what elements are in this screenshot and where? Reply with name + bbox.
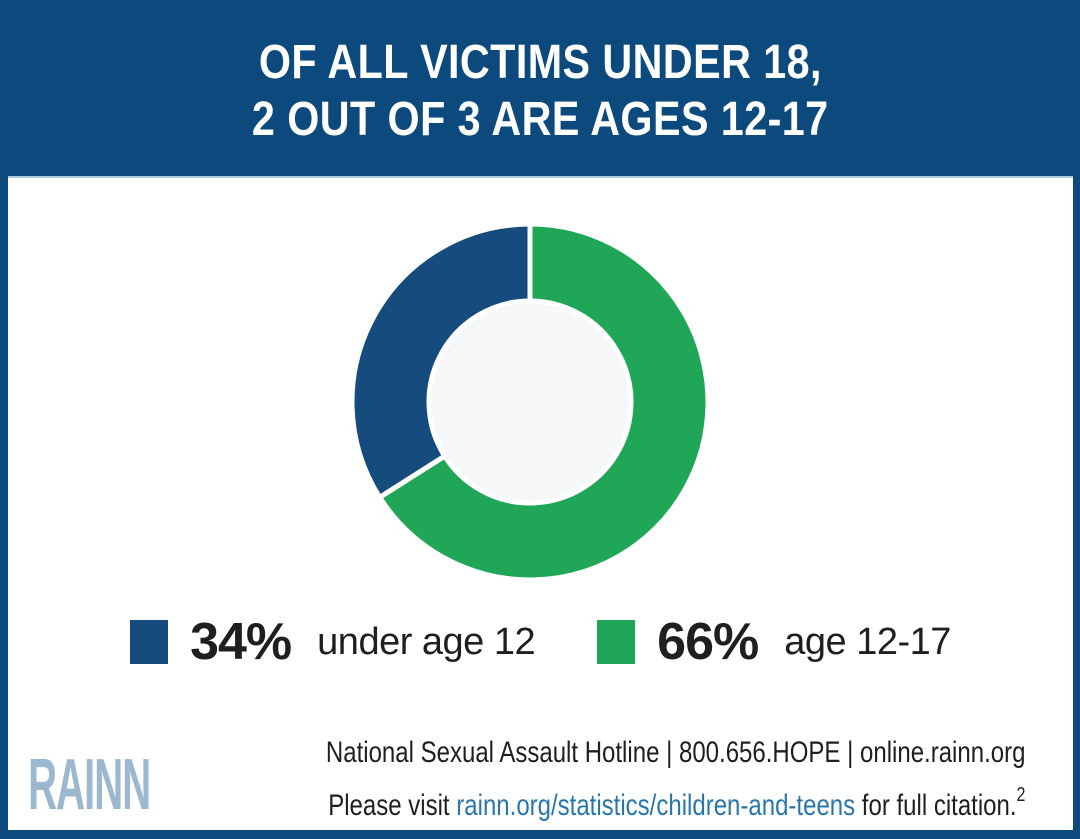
donut-slice-age-12-17: [376, 221, 711, 583]
citation-line: Please visit rainn.org/statistics/childr…: [325, 784, 1025, 823]
citation-footnote-marker: 2: [1016, 784, 1025, 806]
content-card: 34% under age 12 66% age 12-17 RAINN Nat…: [8, 176, 1073, 830]
legend-label-under-age-12: under age 12: [317, 620, 536, 663]
rainn-logo: RAINN: [28, 745, 151, 825]
legend-swatch-under-age-12: [130, 620, 169, 664]
header-banner: OF ALL VICTIMS UNDER 18, 2 OUT OF 3 ARE …: [0, 0, 1080, 176]
legend-label-age-12-17: age 12-17: [784, 620, 951, 663]
page-title-line-2: 2 OUT OF 3 ARE AGES 12-17: [251, 93, 829, 146]
citation-prefix: Please visit: [327, 789, 456, 822]
page-title-line-1: OF ALL VICTIMS UNDER 18,: [258, 36, 822, 89]
citation-suffix: for full citation.: [854, 789, 1017, 822]
legend-item-age-12-17: 66% age 12-17: [597, 612, 951, 672]
legend-swatch-age-12-17: [597, 620, 636, 664]
chart-legend: 34% under age 12 66% age 12-17: [8, 612, 1073, 672]
footer-text: National Sexual Assault Hotline | 800.65…: [151, 736, 1025, 823]
legend-value-under-age-12: 34%: [190, 613, 292, 671]
legend-item-under-age-12: 34% under age 12: [130, 612, 536, 672]
donut-hole: [429, 301, 631, 503]
legend-value-age-12-17: 66%: [657, 613, 759, 671]
hotline-line: National Sexual Assault Hotline | 800.65…: [325, 736, 1025, 769]
citation-link[interactable]: rainn.org/statistics/children-and-teens: [455, 789, 855, 822]
donut-slice-under-age-12: [349, 221, 533, 501]
donut-chart: [349, 221, 711, 583]
